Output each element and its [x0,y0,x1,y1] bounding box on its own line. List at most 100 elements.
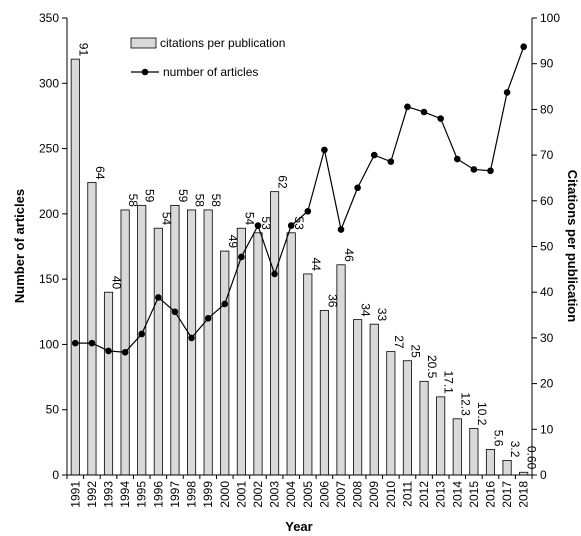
bar-label-2001: 54 [242,212,256,226]
bar-label-2015: 10.2 [475,402,489,426]
line-layer [75,46,525,353]
point-2002 [254,222,262,229]
x-tick-label-2007: 2007 [334,481,348,508]
point-1993 [105,347,112,355]
x-tick-label-2004: 2004 [284,481,298,508]
legend: citations per publication number of arti… [130,36,285,79]
bar-label-2013: 17.1 [442,370,456,394]
point-2011 [404,103,411,111]
bar-1992 [87,182,97,476]
x-tick-label-1999: 1999 [201,481,215,508]
bar-label-1997: 59 [176,189,190,203]
x-tick-label-2012: 2012 [417,481,431,508]
bar-1993 [103,291,114,476]
bar-label-2002: 53 [259,216,273,230]
x-axis-title: Year [285,519,312,534]
bar-2006 [319,310,329,476]
number-of-articles-line [75,46,525,353]
bar-label-2014: 12.3 [458,392,472,416]
bar-2014 [452,418,462,476]
x-tick-label-1996: 1996 [151,481,165,508]
point-2013 [437,115,444,122]
bar-2013 [436,396,446,476]
legend-bar-label: citations per publication [160,36,285,50]
x-tick-label-2005: 2005 [301,481,315,508]
left-tick-label-350: 350 [39,11,59,25]
bar-2005 [303,273,313,476]
bar-1999 [203,209,213,476]
point-1995 [138,330,146,338]
bar-2000 [220,250,230,476]
point-2008 [354,184,361,192]
x-tick-label-2013: 2013 [434,481,448,508]
bar-label-2000: 49 [226,235,240,249]
legend-line-label: number of articles [163,65,258,79]
bar-label-2008: 34 [359,303,373,317]
bar-2003 [270,191,280,476]
left-tick-label-50: 50 [46,403,60,417]
x-tick-label-1993: 1993 [102,481,116,508]
point-2018 [520,43,527,51]
x-tick-label-2009: 2009 [367,481,381,508]
left-tick-label-200: 200 [39,207,59,221]
point-1996 [155,294,162,301]
legend-bar-swatch [130,37,157,49]
bar-label-2012: 20.5 [425,355,439,379]
point-2016 [487,167,494,175]
x-tick-label-2000: 2000 [218,481,232,508]
x-tick-label-1991: 1991 [68,481,82,508]
left-tick-label-150: 150 [39,272,59,286]
bar-label-1992: 64 [93,166,107,180]
right-tick-label-50: 50 [540,240,554,254]
bar-label-2010: 27 [392,335,406,349]
x-tick-label-1998: 1998 [185,481,199,508]
bar-label-1996: 54 [159,212,173,226]
right-tick-label-80: 80 [540,102,554,116]
point-2005 [304,207,312,215]
bar-label-2009: 33 [375,308,389,322]
legend-line-marker [141,68,149,76]
x-tick-label-1995: 1995 [135,481,149,508]
bar-label-2017: 3.2 [508,441,522,458]
point-1997 [171,308,179,316]
right-tick-label-40: 40 [540,285,554,299]
left-tick-label-300: 300 [39,76,59,90]
point-2007 [337,226,345,233]
bar-label-1991: 91 [76,43,90,57]
bar-1991 [70,58,80,476]
x-tick-label-2003: 2003 [268,481,282,508]
bar-label-2006: 36 [325,294,339,308]
point-2010 [387,158,395,165]
x-tick-label-2018: 2018 [517,481,531,508]
bar-label-2005: 44 [309,258,323,272]
bar-2017 [502,459,512,476]
point-1994 [121,348,129,356]
left-tick-label-0: 0 [52,468,59,482]
left-axis-title: Number of articles [12,189,27,303]
bar-1994 [120,209,130,476]
x-tick-label-2017: 2017 [500,481,514,508]
bar-2015 [469,427,479,476]
bar-1996 [153,227,163,476]
bar-label-1995: 59 [143,189,157,203]
bar-label-1993: 40 [110,276,124,290]
point-1992 [88,339,96,347]
bar-2012 [419,380,429,476]
x-tick-label-1994: 1994 [118,481,132,508]
bar-label-2003: 62 [276,175,290,189]
x-tick-label-2010: 2010 [384,481,398,508]
left-tick-label-250: 250 [39,142,59,156]
right-axis-title: Citations per publication [565,170,580,322]
point-2017 [503,89,511,96]
bar-label-1994: 58 [126,194,140,208]
bar-label-2004: 53 [292,216,306,230]
right-tick-label-70: 70 [540,148,554,162]
bar-2010 [386,351,396,476]
right-tick-label-0: 0 [540,468,547,482]
x-tick-label-1992: 1992 [85,481,99,508]
x-tick-label-2016: 2016 [483,481,497,508]
point-2004 [287,222,295,229]
bar-2009 [369,323,379,476]
point-2015 [470,166,478,173]
